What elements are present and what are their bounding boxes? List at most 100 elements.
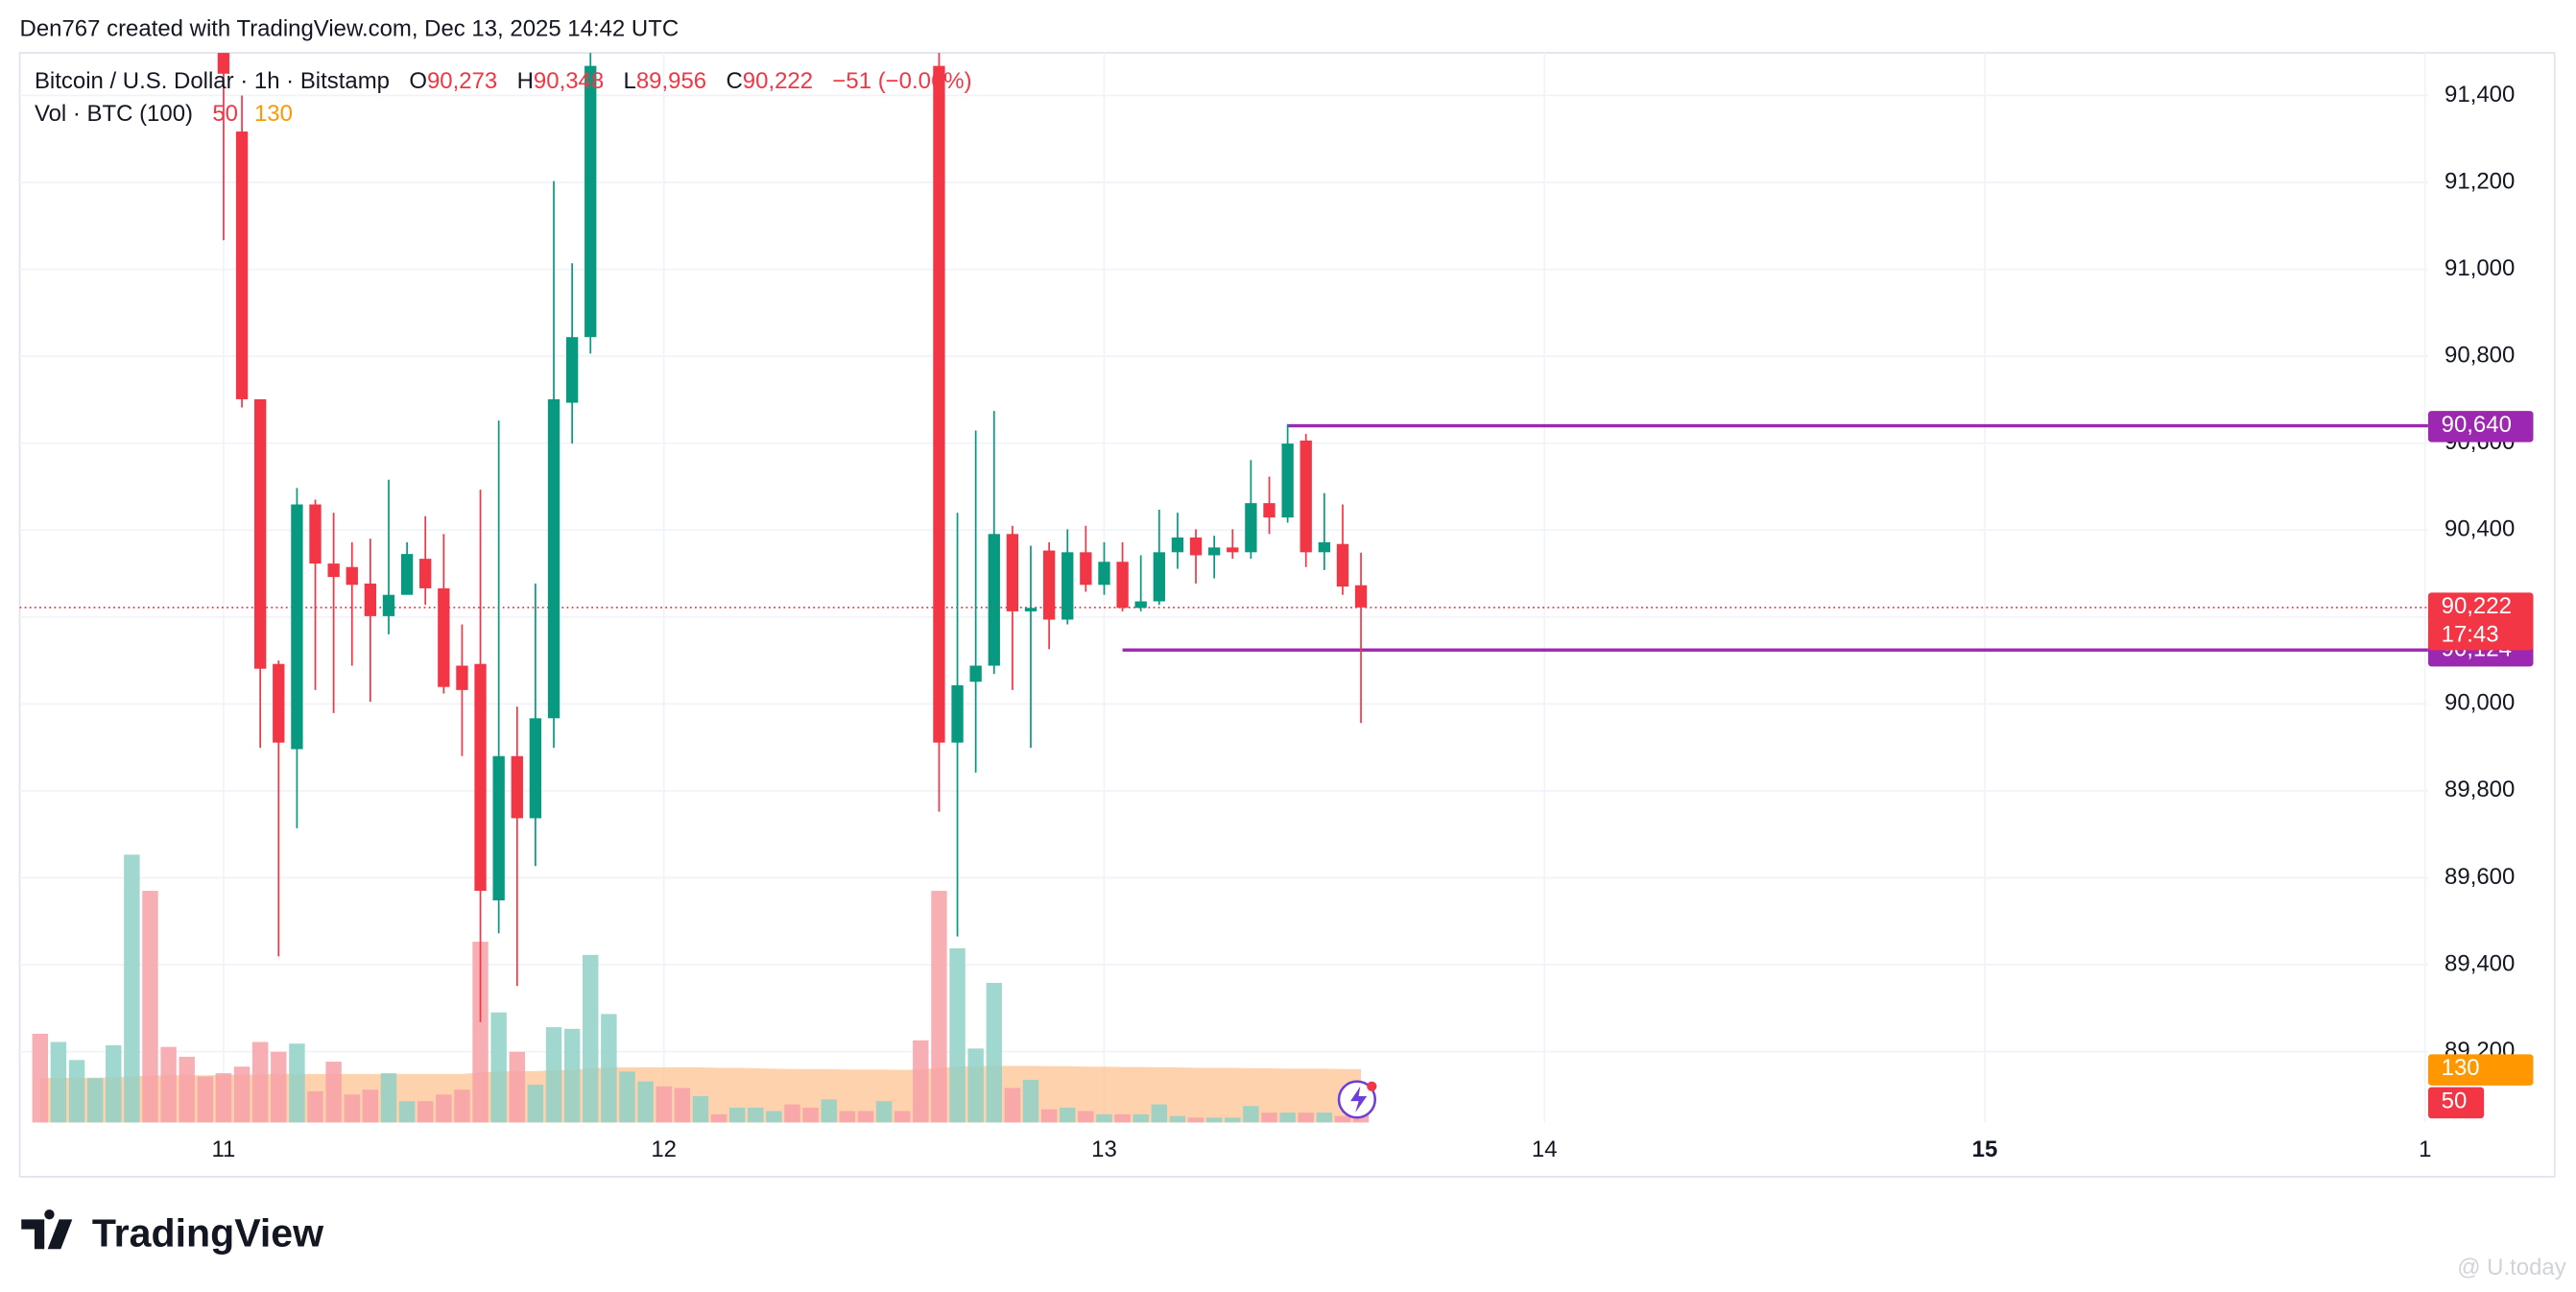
candle-body — [1134, 601, 1147, 609]
volume-bar — [1040, 1109, 1058, 1123]
x-tick-label: 1 — [2419, 1136, 2431, 1162]
volume-bar — [1169, 1115, 1186, 1123]
volume-bar — [160, 1046, 177, 1123]
volume-bar — [436, 1094, 452, 1123]
candle-body — [364, 583, 377, 616]
candle-body — [1300, 440, 1312, 553]
volume-bar — [1004, 1088, 1021, 1123]
volume-bar — [583, 954, 599, 1123]
volume-bar — [472, 942, 489, 1123]
volume-bar — [233, 1066, 250, 1123]
axes: 89,20089,40089,60089,80090,00090,20090,4… — [212, 82, 2534, 1162]
candle-body — [529, 718, 542, 819]
volume-bar — [1022, 1079, 1039, 1123]
volume-bar — [692, 1096, 709, 1123]
volume-bar — [802, 1107, 819, 1123]
volume-bar — [179, 1056, 195, 1123]
volume-bar — [251, 1041, 269, 1123]
brand-name: TradingView — [92, 1210, 324, 1255]
legend-value: 90,348 — [534, 68, 604, 94]
candle-body — [419, 559, 432, 588]
candle-body — [438, 587, 450, 687]
legend-key: H — [517, 68, 534, 94]
candle-body — [1080, 552, 1092, 586]
volume-bar — [527, 1085, 544, 1123]
volume-bar — [1279, 1113, 1296, 1123]
candle-body — [565, 337, 579, 403]
candle-body — [1281, 443, 1294, 518]
candle-body — [1024, 608, 1038, 611]
y-tick-label: 91,000 — [2445, 255, 2515, 281]
candle-body — [1061, 552, 1074, 620]
y-tick-label: 90,000 — [2445, 690, 2515, 716]
volume-bar — [931, 891, 947, 1123]
volume-bar — [417, 1101, 434, 1123]
volume-bar — [601, 1014, 617, 1123]
candle-body — [1153, 552, 1165, 602]
volume-bar — [1078, 1111, 1094, 1123]
candle-body — [273, 663, 285, 743]
legend-value: 90,273 — [427, 68, 497, 94]
volume-bar — [656, 1086, 672, 1123]
volume-bar — [748, 1107, 764, 1123]
x-tick-label: 11 — [212, 1136, 236, 1162]
candle-body — [988, 534, 1000, 666]
volume-bar — [619, 1071, 635, 1123]
candle-body — [327, 563, 340, 578]
y-tick-label: 91,400 — [2445, 82, 2515, 108]
volume-bar — [1205, 1117, 1223, 1123]
volume-ma-tag: 130 — [2442, 1055, 2480, 1081]
volume-bar — [784, 1104, 800, 1123]
candle-body — [346, 566, 358, 586]
candle-body — [1263, 503, 1276, 518]
legend-line: Bitcoin / U.S. Dollar · 1h · Bitstamp O9… — [35, 68, 972, 94]
volume-tag: 50 — [2442, 1088, 2468, 1113]
level-tag-bg — [2427, 411, 2534, 443]
y-tick-label: 90,400 — [2445, 516, 2515, 542]
candle-body — [474, 663, 487, 892]
volume-bar — [1316, 1113, 1333, 1123]
volume-bar — [857, 1111, 874, 1123]
candle-body — [1227, 547, 1239, 553]
candle-body — [951, 684, 964, 743]
volume-title: Vol · BTC (100) — [35, 101, 193, 127]
candle-body — [1098, 562, 1110, 586]
x-tick-label: 13 — [1091, 1136, 1117, 1162]
volume-legend: Vol · BTC (100) 50 130 — [35, 101, 293, 127]
volume-bar — [142, 891, 158, 1123]
legend-change: −51 (−0.06%) — [832, 68, 971, 94]
candle-body — [933, 65, 945, 743]
volume-bar — [839, 1111, 856, 1123]
volume-bar — [380, 1073, 397, 1123]
candle-body — [547, 398, 561, 719]
volume-bar — [1298, 1113, 1314, 1123]
candle-body — [400, 554, 414, 595]
volume-bar — [325, 1062, 342, 1123]
volume-bar — [563, 1028, 581, 1123]
candle-body — [309, 504, 322, 564]
candle-body — [456, 665, 468, 690]
volume-bar — [1334, 1115, 1351, 1123]
volume-bar — [490, 1012, 507, 1123]
volume-tag-bg — [2427, 1087, 2485, 1119]
volume-bar — [545, 1027, 562, 1123]
volume-bar — [215, 1073, 232, 1123]
candle-body — [1171, 537, 1184, 553]
x-tick-label: 15 — [1972, 1136, 1998, 1162]
volume-bar — [362, 1089, 379, 1123]
legend-key: C — [726, 68, 742, 94]
candle-body — [1042, 550, 1056, 620]
y-tick-label: 89,600 — [2445, 864, 2515, 890]
candle-body — [1354, 585, 1368, 608]
volume-bar — [967, 1048, 984, 1123]
y-tick-label: 91,200 — [2445, 168, 2515, 194]
brand-logo: TradingView — [21, 1209, 324, 1255]
volume-bar — [1133, 1113, 1149, 1123]
volume-bar — [106, 1044, 122, 1123]
symbol-title: Bitcoin / U.S. Dollar · 1h · Bitstamp — [35, 68, 390, 94]
volume-bar — [637, 1081, 654, 1123]
volume-bar — [289, 1043, 305, 1123]
candle-body — [1006, 534, 1019, 611]
candle-body — [511, 755, 523, 819]
